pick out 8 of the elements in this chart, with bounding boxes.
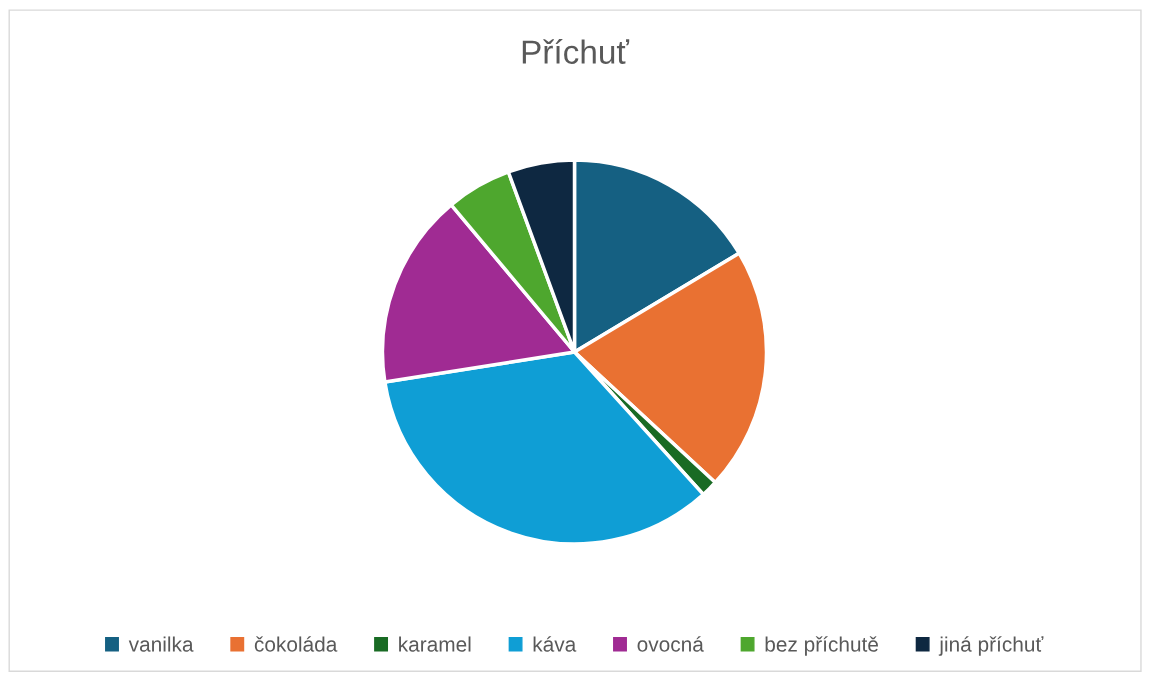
legend-label: jiná příchuť — [938, 636, 1044, 656]
legend-label: vanilka — [128, 636, 194, 652]
legend-label: ovocná — [637, 636, 704, 652]
chart-title: Příchuť — [522, 39, 630, 64]
legend-label: karamel — [399, 636, 471, 652]
legend-label: čokoláda — [254, 636, 338, 652]
legend-label: bez příchutě — [765, 636, 878, 656]
legend-label: káva — [533, 636, 577, 652]
